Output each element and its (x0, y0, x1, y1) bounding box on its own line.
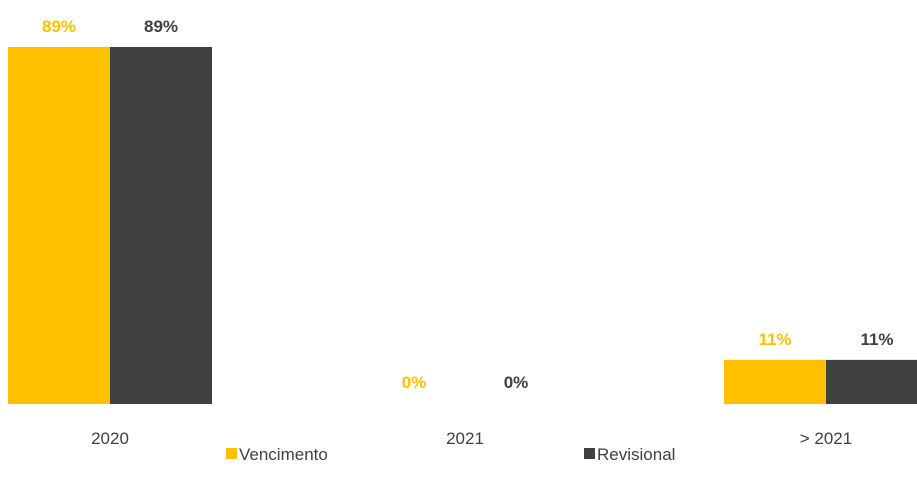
category-label-2: > 2021 (800, 429, 852, 448)
data-label-revisional-0: 89% (144, 17, 178, 36)
category-label-1: 2021 (446, 429, 484, 448)
bar-vencimento-0 (8, 47, 110, 404)
legend-swatch-revisional (584, 448, 595, 459)
legend: Vencimento Revisional (226, 445, 675, 464)
bar-revisional-0 (110, 47, 212, 404)
legend-label-vencimento: Vencimento (239, 445, 328, 464)
bars-layer (8, 47, 917, 404)
data-label-vencimento-2: 11% (758, 330, 791, 349)
bar-revisional-2 (826, 359, 917, 404)
category-axis-labels: 2020 2021 > 2021 (91, 429, 852, 448)
bar-vencimento-2 (724, 359, 826, 404)
legend-swatch-vencimento (226, 448, 237, 459)
data-label-vencimento-1: 0% (402, 373, 427, 392)
data-label-revisional-1: 0% (504, 373, 529, 392)
legend-label-revisional: Revisional (597, 445, 675, 464)
data-labels-layer: 89% 89% 0% 0% 11% 11% (42, 17, 894, 392)
data-label-revisional-2: 11% (860, 330, 893, 349)
category-label-0: 2020 (91, 429, 129, 448)
data-label-vencimento-0: 89% (42, 17, 76, 36)
